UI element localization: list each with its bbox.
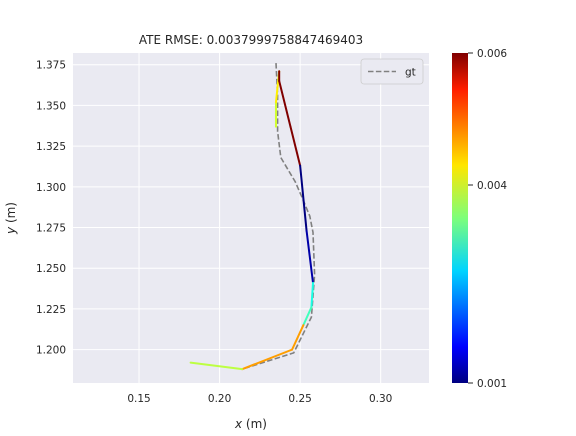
est-segment bbox=[291, 324, 305, 351]
est-segment bbox=[305, 229, 315, 284]
x-tick-label: 0.20 bbox=[208, 393, 231, 405]
plot-area bbox=[73, 53, 429, 383]
y-tick-label: 1.275 bbox=[36, 223, 66, 235]
grid-lines bbox=[73, 53, 429, 383]
y-axis-label: y (m) bbox=[4, 202, 18, 235]
y-tick-label: 1.250 bbox=[36, 263, 66, 275]
est-segment bbox=[299, 164, 308, 232]
x-tick-label: 0.15 bbox=[127, 393, 150, 405]
legend: gt bbox=[360, 58, 424, 85]
legend-gt-label: gt bbox=[405, 67, 416, 79]
est-segment bbox=[189, 361, 244, 371]
x-axis-label: x (m) bbox=[234, 417, 267, 431]
estimate-layer bbox=[189, 70, 315, 371]
colorbar-tick-label: 0.001 bbox=[477, 378, 507, 390]
y-axis-ticks: 1.200 1.225 1.250 1.275 1.300 1.325 1.350 1.375 bbox=[36, 60, 66, 357]
y-tick-label: 1.300 bbox=[36, 182, 66, 194]
y-tick-label: 1.350 bbox=[36, 100, 66, 112]
y-tick-label: 1.200 bbox=[36, 345, 66, 357]
x-tick-label: 0.30 bbox=[369, 393, 392, 405]
est-segment bbox=[302, 306, 313, 327]
x-tick-label: 0.25 bbox=[288, 393, 311, 405]
est-segment bbox=[310, 281, 315, 309]
y-tick-label: 1.375 bbox=[36, 60, 66, 72]
y-tick-label: 1.325 bbox=[36, 141, 66, 153]
colorbar-ticks: 0.006 0.004 0.001 bbox=[468, 48, 507, 390]
est-segment bbox=[289, 125, 302, 167]
est-segment bbox=[241, 348, 294, 371]
x-axis-ticks: 0.15 0.20 0.25 0.30 bbox=[127, 393, 392, 405]
y-tick-label: 1.225 bbox=[36, 304, 66, 316]
gt-series-line bbox=[241, 63, 316, 370]
ground-truth-layer bbox=[241, 63, 316, 370]
colorbar-gradient bbox=[452, 53, 468, 383]
colorbar-tick-label: 0.004 bbox=[477, 180, 507, 192]
chart-title: ATE RMSE: 0.0037999758847469403 bbox=[139, 33, 363, 47]
colorbar: 0.006 0.004 0.001 bbox=[452, 48, 507, 390]
est-segment bbox=[278, 80, 292, 128]
colorbar-tick-label: 0.006 bbox=[477, 48, 507, 60]
